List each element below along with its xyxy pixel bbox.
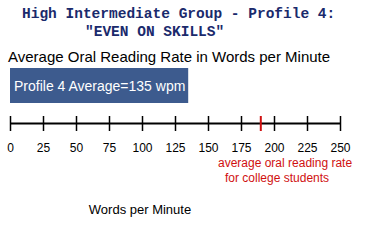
annotation: for college students — [225, 171, 329, 185]
tick-label: 0 — [7, 141, 14, 155]
tick-mark — [142, 116, 144, 131]
tick-label: 225 — [297, 141, 317, 155]
tick: 200 — [264, 116, 284, 155]
tick: 150 — [198, 116, 218, 155]
tick-label: 200 — [264, 141, 284, 155]
tick: 75 — [103, 116, 117, 155]
tick: 50 — [70, 116, 84, 155]
title: "EVEN ON SKILLS" — [85, 24, 224, 40]
tick-mark — [274, 116, 276, 131]
plot-area — [10, 68, 188, 103]
tick-mark — [10, 116, 12, 131]
tick: 225 — [297, 116, 317, 155]
x-axis-title: Words per Minute — [89, 202, 191, 217]
tick-mark — [175, 116, 177, 131]
tick: 250 — [330, 116, 350, 155]
tick: 25 — [37, 116, 51, 155]
tick-mark — [241, 116, 243, 131]
tick-label: 100 — [132, 141, 152, 155]
tick-mark — [76, 116, 78, 131]
tick-mark — [43, 116, 45, 131]
reference-marker — [260, 116, 262, 131]
tick-label: 25 — [37, 141, 51, 155]
tick-label: 175 — [231, 141, 251, 155]
tick: 0 — [7, 116, 14, 155]
bar — [10, 68, 188, 103]
annotation: average oral reading rate — [218, 156, 352, 170]
chart: High Intermediate Group - Profile 4: "EVE… — [0, 0, 375, 225]
tick: 125 — [165, 116, 185, 155]
tick: 100 — [132, 116, 152, 155]
tick-mark — [340, 116, 342, 131]
tick-label: 250 — [330, 141, 350, 155]
data-label: Profile 4 Average=135 wpm — [14, 78, 185, 94]
tick-label: 75 — [103, 141, 117, 155]
tick-mark — [307, 116, 309, 131]
tick-mark — [208, 116, 210, 131]
title: High Intermediate Group - Profile 4: — [22, 6, 335, 22]
subtitle: Average Oral Reading Rate in Words per M… — [8, 48, 330, 65]
tick-label: 125 — [165, 141, 185, 155]
tick-label: 150 — [198, 141, 218, 155]
x-axis: 0 25 50 75 100 125 150 175 200 225 250 — [7, 116, 351, 155]
tick-mark — [109, 116, 111, 131]
tick: 175 — [231, 116, 251, 155]
tick-label: 50 — [70, 141, 84, 155]
